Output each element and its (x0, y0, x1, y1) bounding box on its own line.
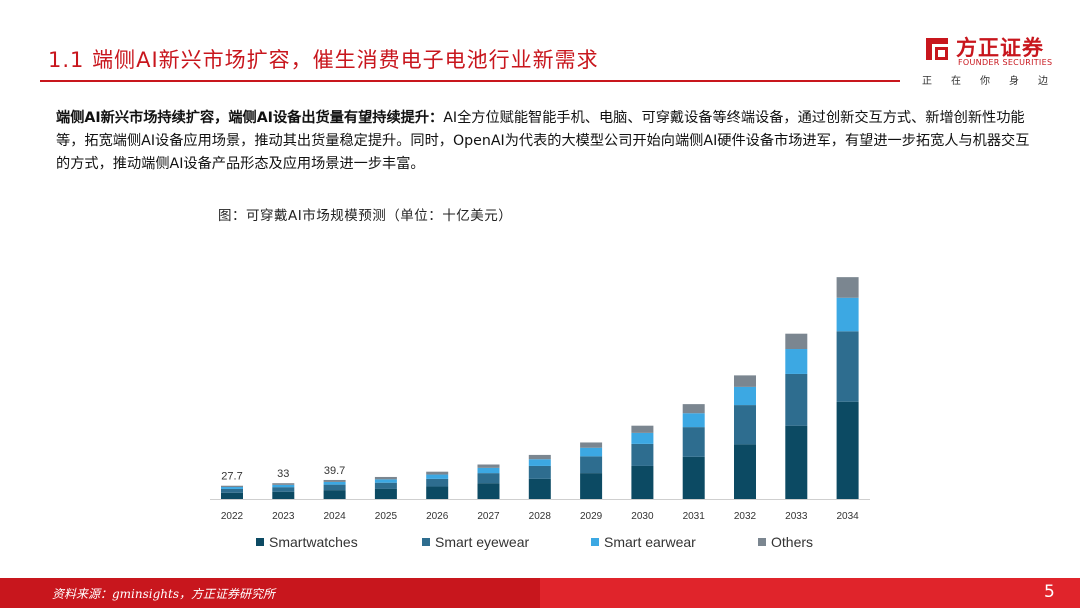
bar-segment-smartwatches (682, 456, 705, 499)
source-note: 资料来源：gminsights，方正证券研究所 (52, 587, 276, 601)
legend-label: Others (771, 534, 813, 550)
slogan-char: 身 (1009, 76, 1019, 87)
bar-segment-others (734, 375, 756, 387)
bar-segment-smart-eyewear (477, 473, 500, 484)
bar-segment-others (477, 464, 500, 468)
legend-label: Smart eyewear (435, 534, 529, 550)
total-data-label: 33 (277, 468, 289, 480)
bar-segment-smart-eyewear (631, 443, 654, 466)
total-data-label: 27.7 (221, 471, 242, 483)
x-tick-label: 2026 (426, 511, 449, 522)
bar-segment-others (374, 476, 397, 480)
bar-segment-smart-eyewear (272, 487, 295, 492)
bar-segment-others (426, 471, 449, 475)
body-bold-lead: 端侧AI新兴市场持续扩容，端侧AI设备出货量有望持续提升： (56, 110, 444, 126)
bar-segment-others (836, 277, 859, 298)
bar-segment-smart-earwear (836, 297, 859, 332)
logo-name: 方正证券 (956, 36, 1044, 60)
body-paragraph: 端侧AI新兴市场持续扩容，端侧AI设备出货量有望持续提升：AI全方位赋能智能手机… (56, 107, 1036, 176)
bar-segment-smart-earwear (323, 481, 346, 485)
x-tick-label: 2025 (375, 511, 398, 522)
bar-segment-smartwatches (426, 486, 449, 499)
bar-segment-smart-eyewear (734, 405, 756, 445)
logo-english-name: FOUNDER SECURITIES (958, 58, 1053, 67)
bar-segment-smartwatches (785, 425, 808, 499)
x-tick-label: 2023 (272, 511, 295, 522)
x-tick-label: 2027 (477, 511, 500, 522)
bar-segment-smartwatches (631, 465, 654, 499)
bar-segment-smart-earwear (221, 487, 243, 489)
bar-segment-smart-earwear (682, 413, 705, 428)
bar-segment-others (631, 425, 654, 433)
total-data-label: 39.7 (324, 465, 345, 477)
bar-segment-smart-earwear (734, 386, 756, 406)
bar-segment-smart-earwear (426, 474, 449, 479)
x-tick-label: 2022 (221, 511, 244, 522)
bar-segment-smart-earwear (785, 349, 808, 374)
bar-segment-smartwatches (323, 490, 346, 499)
x-tick-label: 2028 (529, 511, 552, 522)
bar-segment-smart-eyewear (528, 465, 551, 479)
legend-swatch (758, 538, 766, 546)
bar-segment-others (323, 479, 346, 482)
figure-caption: 图：可穿戴AI市场规模预测（单位：十亿美元） (218, 208, 513, 224)
bar-segment-smart-eyewear (374, 482, 397, 489)
slogan-char: 正 (922, 76, 932, 87)
bar-segment-smart-earwear (477, 467, 500, 474)
slogan-char: 边 (1038, 76, 1048, 87)
legend-swatch (422, 538, 430, 546)
bar-segment-smart-earwear (374, 479, 397, 483)
bar-segment-smart-eyewear (221, 488, 243, 493)
founder-securities-logo: 方正证券 FOUNDER SECURITIES 正 在 你 身 边 (922, 30, 1062, 90)
stacked-bar-chart: 2022 27.7 2023 33 2024 39.7 2025 2026 2027 2028 20… (210, 277, 870, 550)
x-tick-label: 2033 (785, 511, 808, 522)
logo-slogan: 正 在 你 身 边 (922, 72, 1048, 87)
bar-segment-others (580, 442, 603, 448)
page-number: 5 (1044, 582, 1055, 602)
bar-segment-smart-eyewear (785, 373, 808, 426)
bar-segment-smartwatches (836, 401, 859, 499)
bar-segment-smartwatches (374, 488, 397, 499)
body-text: AI全方位赋能智能手机、电脑、可穿戴设备等终端设备，通过创新交互方式、新增创新性… (56, 110, 1030, 172)
bar-segment-smart-eyewear (682, 427, 705, 457)
founder-logo-icon (926, 38, 948, 60)
bar-segment-others (682, 404, 705, 414)
bar-segment-smart-earwear (631, 432, 654, 444)
bar-segment-smart-eyewear (323, 484, 346, 491)
bar-segment-smart-eyewear (836, 331, 859, 402)
bar-segment-others (272, 483, 295, 485)
bar-segment-smartwatches (734, 444, 756, 499)
slogan-char: 在 (951, 76, 961, 87)
bar-segment-others (528, 454, 551, 460)
x-tick-label: 2031 (683, 511, 706, 522)
x-tick-label: 2024 (323, 511, 346, 522)
bar-segment-smartwatches (221, 492, 243, 499)
bar-segment-smartwatches (477, 483, 500, 499)
slogan-char: 你 (980, 76, 990, 87)
bar-segment-smart-eyewear (426, 478, 449, 487)
header-divider (40, 80, 900, 82)
bar-segment-others (785, 333, 808, 350)
bar-segment-smartwatches (580, 473, 603, 499)
legend-label: Smart earwear (604, 534, 696, 550)
bar-segment-smart-eyewear (580, 456, 603, 474)
bar-segment-others (221, 485, 243, 488)
x-tick-label: 2034 (836, 511, 859, 522)
bar-segment-smart-earwear (580, 447, 603, 457)
bar-segment-smart-earwear (272, 484, 295, 488)
legend-swatch (256, 538, 264, 546)
bar-segment-smartwatches (528, 478, 551, 499)
bar-segment-smartwatches (272, 491, 295, 499)
legend-label: Smartwatches (269, 534, 358, 550)
x-tick-label: 2032 (734, 511, 757, 522)
footer-accent-block (540, 578, 1080, 608)
x-tick-label: 2030 (631, 511, 654, 522)
legend-swatch (591, 538, 599, 546)
page-title: 1.1 端侧AI新兴市场扩容，催生消费电子电池行业新需求 (48, 48, 599, 72)
x-tick-label: 2029 (580, 511, 603, 522)
bar-segment-smart-earwear (528, 459, 551, 466)
